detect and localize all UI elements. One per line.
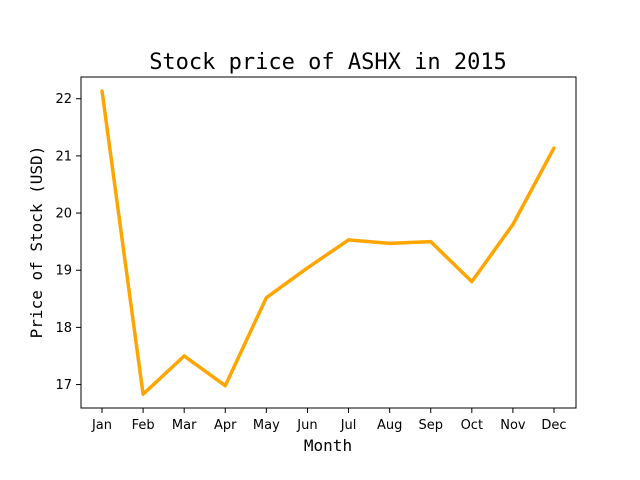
- x-axis-label: Month: [304, 436, 352, 455]
- y-tick-label: 17: [55, 378, 72, 393]
- plot-area-frame: [80, 76, 577, 409]
- y-tick-label: 19: [55, 264, 72, 279]
- data-point-jun: [305, 266, 309, 270]
- data-point-nov: [511, 222, 515, 226]
- price-points: [100, 89, 556, 396]
- data-point-apr: [223, 384, 227, 388]
- x-tick-label: Mar: [172, 418, 197, 433]
- y-tick-label: 18: [55, 321, 72, 336]
- data-point-feb: [141, 392, 145, 396]
- y-tick-label: 22: [55, 92, 72, 107]
- data-point-jan: [100, 89, 104, 93]
- x-tick-label: Jul: [340, 418, 357, 433]
- data-point-dec: [552, 146, 556, 150]
- data-point-oct: [470, 280, 474, 284]
- x-axis-ticks: Jan Feb Mar Apr May Jun Jul Aug Sep Oct Nov Dec: [91, 408, 567, 433]
- data-point-mar: [182, 354, 186, 358]
- y-tick-label: 20: [55, 207, 72, 222]
- x-tick-label: Oct: [461, 418, 483, 433]
- data-point-sep: [429, 240, 433, 244]
- chart-title: Stock price of ASHX in 2015: [149, 50, 507, 75]
- x-tick-label: Nov: [500, 418, 526, 433]
- price-line: [100, 90, 556, 397]
- data-point-jul: [347, 238, 351, 242]
- data-point-aug: [388, 241, 392, 245]
- x-tick-label: Apr: [214, 418, 237, 433]
- data-point-may: [264, 296, 268, 300]
- y-axis-ticks: 17 18 19 20 21 22: [55, 92, 81, 393]
- x-tick-label: Aug: [377, 418, 402, 433]
- x-tick-label: Feb: [132, 418, 155, 433]
- y-axis-label: Price of Stock (USD): [27, 146, 46, 339]
- x-tick-label: May: [253, 418, 280, 433]
- x-tick-label: Sep: [418, 418, 443, 433]
- x-tick-label: Jun: [296, 418, 317, 433]
- x-tick-label: Dec: [541, 418, 566, 433]
- y-tick-label: 21: [55, 149, 72, 164]
- x-tick-label: Jan: [91, 418, 112, 433]
